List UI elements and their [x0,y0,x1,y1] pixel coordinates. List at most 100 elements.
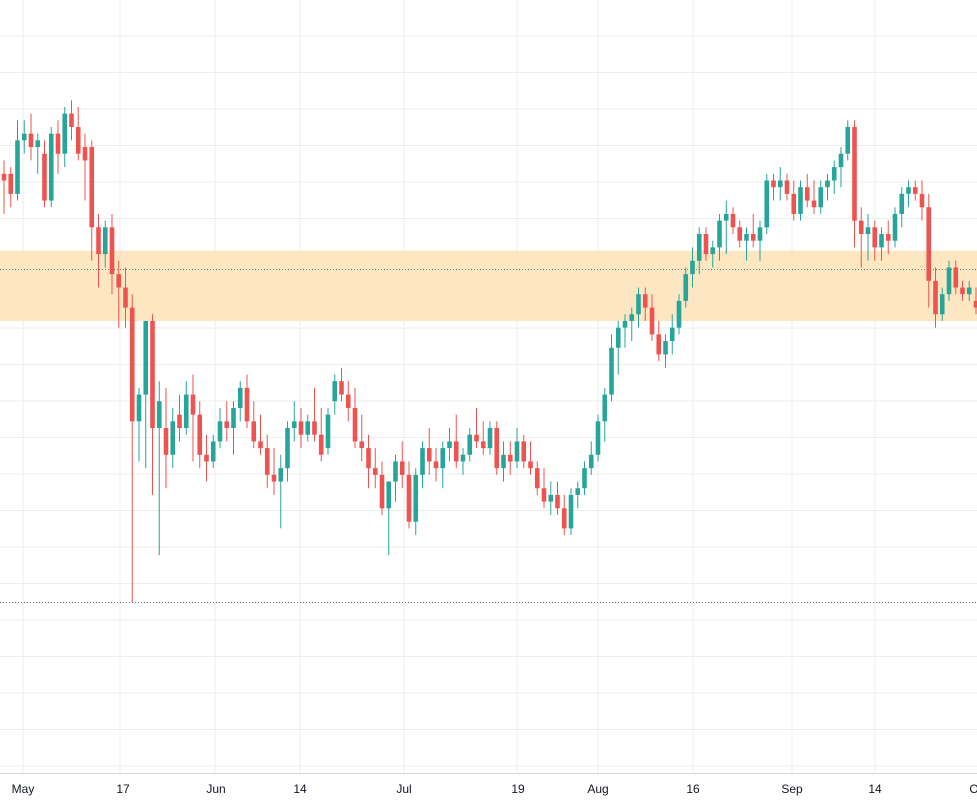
candle-body [420,448,425,475]
candle-body [703,234,709,255]
candle-body [858,220,864,235]
candle-body [278,468,284,482]
candle [777,167,783,201]
candle-body [82,147,88,161]
grid-lines [0,0,977,773]
candle-body [406,474,412,522]
candle [453,414,459,469]
candle [251,401,257,449]
candle-body [865,227,871,235]
candle [116,260,122,328]
candle-body [622,320,628,328]
candle [89,140,95,261]
candle-body [609,347,614,395]
candle-body [879,234,884,248]
candle [629,307,635,342]
x-tick-label: 16 [686,782,700,796]
candle [210,434,216,469]
x-tick-label: Sep [781,782,803,796]
candle [109,213,115,295]
candle [717,213,722,261]
candle-body [676,300,682,328]
candle [237,381,243,422]
candle-body [528,461,533,469]
candle [426,428,432,475]
x-tick-label: 19 [511,782,525,796]
candle-body [170,421,176,455]
candle [575,481,581,509]
candle-body [663,341,668,355]
candle [669,314,675,355]
candle-body [264,448,270,475]
x-tick-label: 14 [868,782,882,796]
candle [939,287,945,321]
candle-body [291,421,297,429]
candle-body [8,173,14,194]
candle [919,180,925,221]
candle-body [312,421,317,435]
candle-body [413,474,419,522]
candle-body [939,294,945,315]
candle-body [48,133,54,201]
candle-body [244,387,250,422]
candle-body [426,448,432,462]
candle [386,481,392,556]
candle [791,180,797,221]
candle-body [629,314,635,321]
candle-body [642,294,648,308]
candle [750,213,756,248]
candle [744,227,749,261]
candle [710,240,716,268]
candle [305,414,311,442]
candle [197,401,203,469]
candle [366,434,371,489]
x-tick-label: May [12,782,35,796]
candle [143,320,149,469]
candle [703,227,709,261]
candle [507,441,513,475]
candle [811,180,817,214]
candle-body [359,441,365,449]
candle [278,454,284,529]
candle [28,113,34,161]
candle-body [298,421,304,435]
candle [784,173,790,201]
candle-body [251,421,257,442]
candle [926,193,932,308]
candle [136,387,142,462]
candle [602,387,608,442]
candle [82,133,88,201]
candle [946,260,952,301]
candle-body [372,468,378,475]
candle [339,367,344,402]
candle [730,207,736,235]
candle-body [656,334,662,355]
candle [683,267,689,308]
candle-body [514,441,520,462]
support-resistance-zone [0,250,977,321]
candle [15,120,20,201]
candle [494,421,500,475]
candle-body [690,260,695,275]
candle-body [123,287,128,308]
candle [224,401,230,442]
candle [177,394,182,442]
candle [156,381,162,556]
candle [656,320,662,362]
candle [217,407,223,449]
candle [912,180,918,201]
candle [345,381,351,422]
candle-body [339,381,344,395]
candle [285,421,290,482]
candle-body [730,213,736,228]
candle-body [156,401,162,429]
candle [487,421,493,455]
candle [771,173,776,201]
candle [561,494,567,536]
candle-body [460,454,466,462]
candle-body [737,227,743,241]
candle [393,454,398,502]
candle-body [75,126,81,154]
